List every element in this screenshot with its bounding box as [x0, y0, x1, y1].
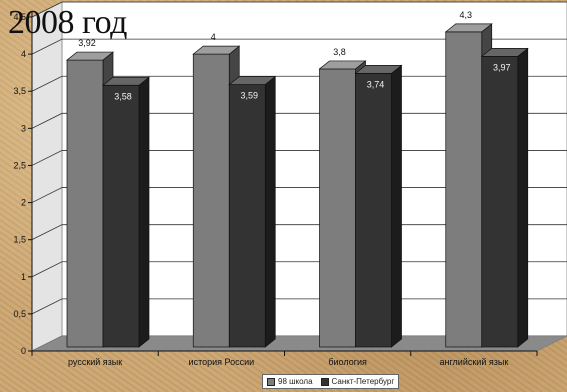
bar-top — [480, 47, 529, 57]
x-tick-label: история России — [189, 357, 255, 367]
bar-top — [228, 76, 277, 85]
y-tick-label: 2 — [21, 198, 26, 208]
bar — [445, 31, 483, 348]
bar-top — [66, 51, 114, 61]
x-tick-label: русский язык — [68, 357, 122, 367]
bar-side — [138, 76, 150, 348]
bar — [319, 68, 356, 348]
y-tick-label: 1 — [21, 272, 26, 282]
bar-side — [391, 64, 402, 348]
bar-side — [517, 47, 529, 348]
data-label: 4 — [211, 32, 216, 42]
legend-label-series-2: Санкт-Петербург — [331, 377, 395, 386]
bar-top — [192, 45, 241, 55]
y-tick-label: 3 — [21, 123, 26, 133]
x-tick-label: английский язык — [439, 357, 508, 367]
bar-top — [102, 76, 150, 86]
data-label: 3,97 — [493, 62, 511, 72]
bar — [355, 73, 392, 348]
y-tick-label: 4,5 — [13, 12, 26, 22]
bar-side — [264, 75, 276, 348]
bar — [481, 55, 519, 348]
bar-top — [444, 23, 493, 33]
y-tick-label: 1,5 — [13, 235, 26, 245]
y-tick-label: 0,5 — [13, 309, 26, 319]
data-label: 3,92 — [78, 38, 96, 48]
bar — [228, 84, 266, 348]
bar — [66, 59, 104, 348]
page-title: 2008 год — [8, 4, 127, 41]
legend-label-series-1: 98 школа — [278, 377, 313, 386]
data-label: 4,3 — [459, 10, 472, 20]
legend-item-series-1: 98 школа — [267, 377, 313, 386]
chart-legend: 98 школа Санкт-Петербург — [262, 374, 400, 389]
plot-left-wall — [31, 1, 63, 352]
data-label: 3,8 — [333, 47, 346, 57]
x-tick-label: биология — [328, 357, 367, 367]
data-label: 3,59 — [240, 91, 258, 101]
y-tick-label: 2,5 — [13, 160, 26, 170]
data-label: 3,74 — [367, 79, 385, 89]
bar — [192, 53, 230, 348]
legend-swatch-series-1 — [267, 377, 275, 386]
legend-swatch-series-2 — [320, 377, 329, 386]
y-tick-label: 0 — [21, 346, 26, 356]
bar-top — [318, 60, 367, 70]
data-label: 3,58 — [114, 91, 132, 101]
gridline — [31, 1, 567, 18]
y-tick-label: 4 — [21, 49, 26, 59]
legend-item-series-2: Санкт-Петербург — [320, 377, 395, 386]
gridline — [31, 38, 567, 55]
bar — [102, 84, 140, 348]
bar-top — [354, 65, 403, 74]
y-tick-label: 3,5 — [13, 86, 26, 96]
